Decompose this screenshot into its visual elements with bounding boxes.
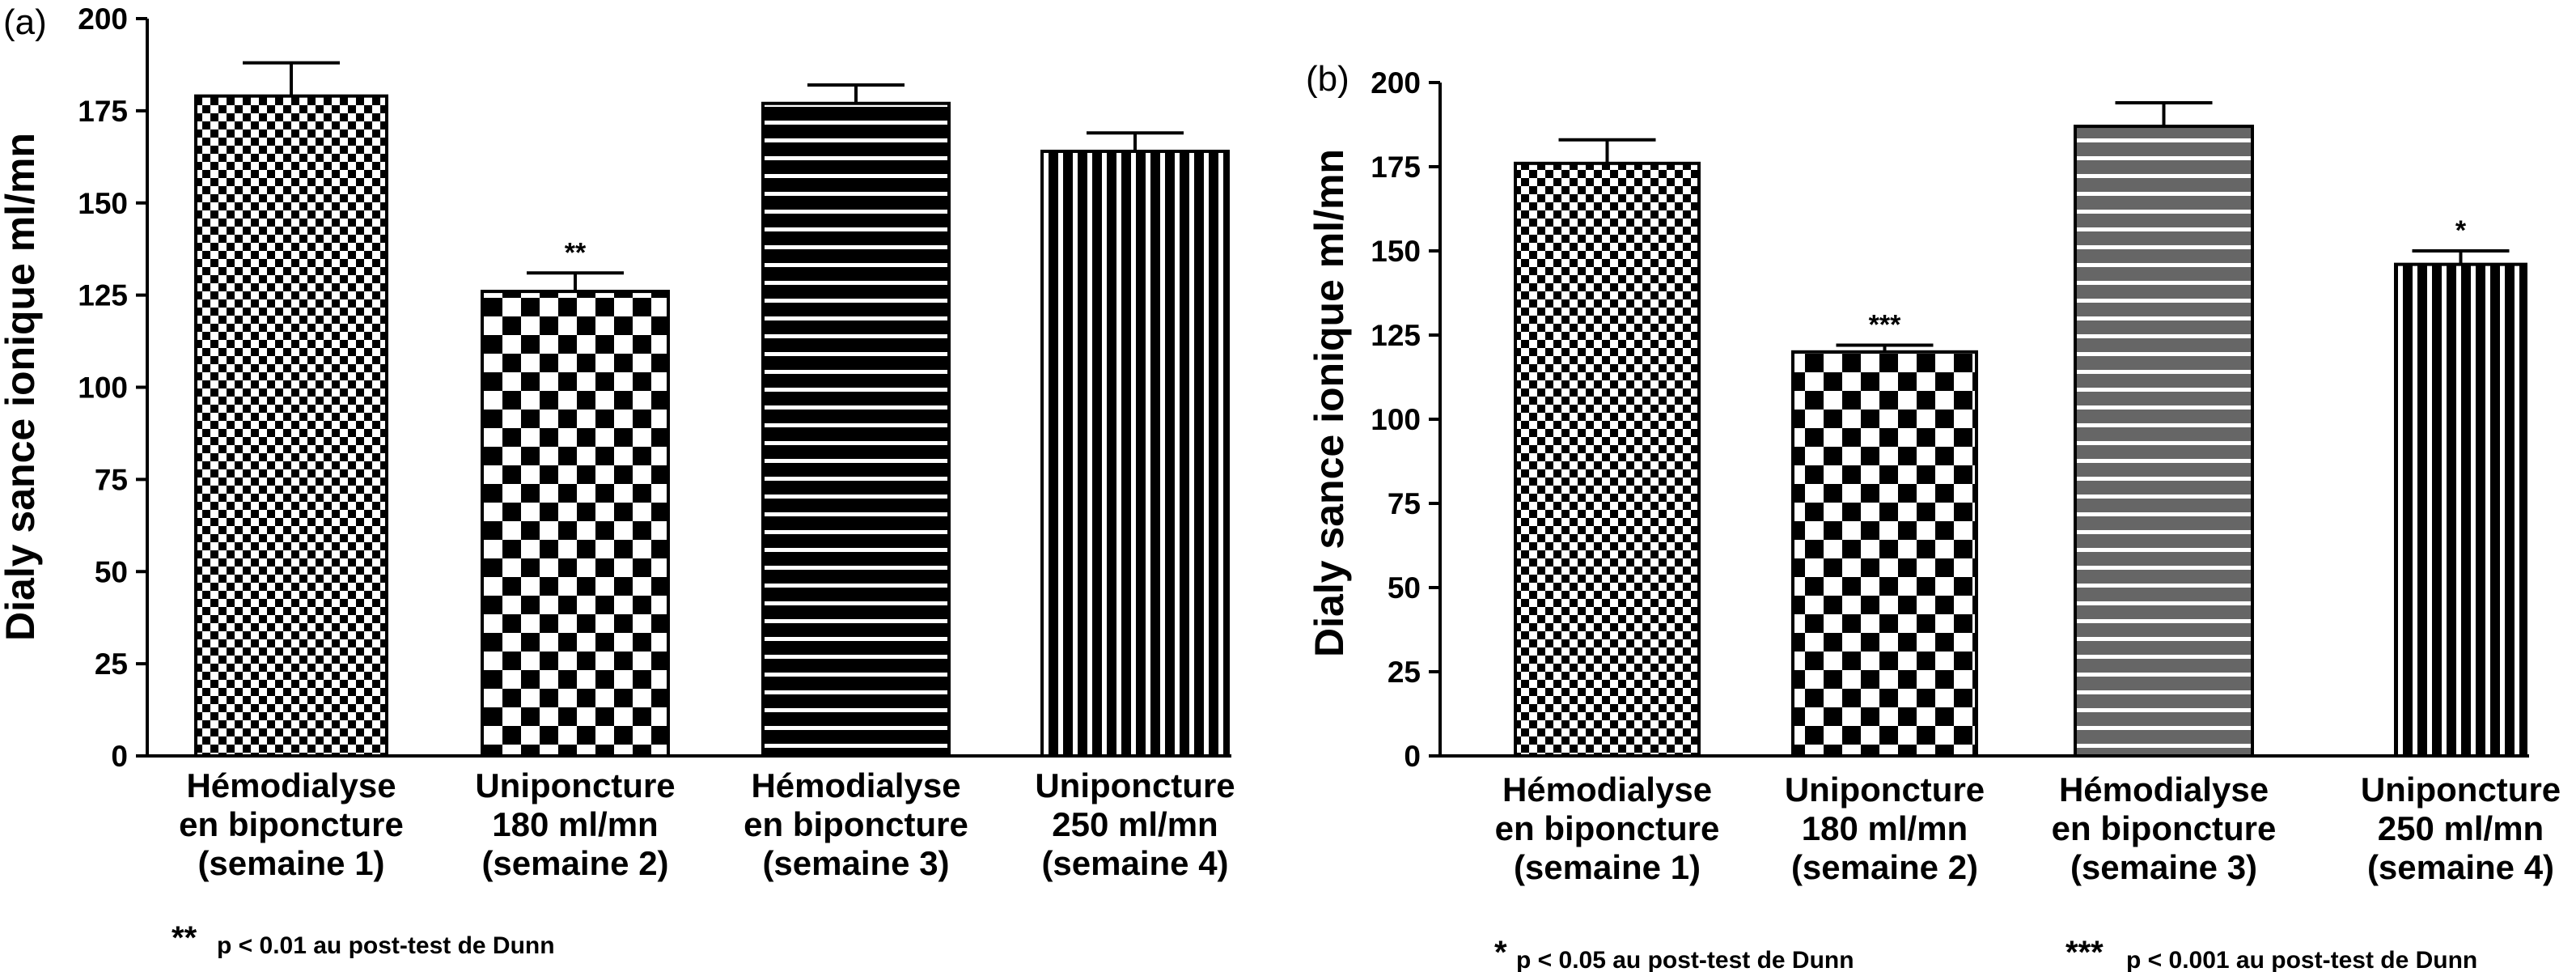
y-tick-label: 50 bbox=[95, 555, 128, 588]
y-tick-label: 125 bbox=[78, 279, 128, 312]
footnote-text: p < 0.05 au post-test de Dunn bbox=[1516, 947, 1854, 972]
bar-a-1 bbox=[194, 94, 388, 758]
y-tick-label: 150 bbox=[78, 187, 128, 220]
x-category-label: Hémodialyse en biponcture (semaine 3) bbox=[744, 766, 968, 882]
y-tick-label: 25 bbox=[95, 647, 128, 681]
footnote-stars: ** bbox=[172, 920, 197, 956]
footnote-text: p < 0.01 au post-test de Dunn bbox=[217, 932, 555, 959]
y-tick-label: 125 bbox=[1371, 319, 1421, 352]
x-category-label: Hémodialyse en biponcture (semaine 3) bbox=[2052, 770, 2277, 886]
bar-a-2 bbox=[481, 290, 670, 758]
footnote-stars: * bbox=[1494, 935, 1507, 970]
y-axis-label: Dialy sance ionique ml/mn bbox=[1307, 149, 1352, 657]
bar-a-4 bbox=[1040, 149, 1230, 758]
y-tick-label: 25 bbox=[1388, 656, 1421, 689]
x-category-label: Uniponcture 250 ml/mn (semaine 4) bbox=[2361, 770, 2561, 886]
y-tick-label: 100 bbox=[1371, 403, 1421, 436]
bar-b-2 bbox=[1791, 350, 1978, 758]
footnote-text: p < 0.001 au post-test de Dunn bbox=[2126, 947, 2477, 972]
x-category-label: Hémodialyse en biponcture (semaine 1) bbox=[179, 766, 404, 882]
y-tick-label: 200 bbox=[78, 2, 128, 36]
y-tick-label: 150 bbox=[1371, 235, 1421, 268]
bar-a-3 bbox=[761, 101, 951, 758]
y-tick-label: 50 bbox=[1388, 571, 1421, 605]
bar-b-4 bbox=[2394, 262, 2527, 758]
significance-marker: ** bbox=[565, 237, 587, 268]
y-tick-label: 100 bbox=[78, 371, 128, 405]
y-axis-label: Dialy sance ionique ml/mn bbox=[0, 133, 43, 641]
y-tick-label: 175 bbox=[1371, 151, 1421, 184]
y-tick-label: 0 bbox=[1404, 740, 1421, 773]
panel-label: (b) bbox=[1306, 59, 1349, 99]
y-tick-label: 75 bbox=[95, 463, 128, 496]
bar-b-3 bbox=[2074, 125, 2254, 758]
panel-label: (a) bbox=[3, 2, 47, 42]
footnote-stars: *** bbox=[2065, 935, 2104, 970]
y-tick-label: 200 bbox=[1371, 66, 1421, 100]
panel-a-chart: (a) Dialy sance ionique ml/mn 0 25 50 75 100 12… bbox=[0, 2, 1235, 959]
panel-b-chart: (b) Dialy sance ionique ml/mn 0 25 50 75 100 12… bbox=[1306, 59, 2561, 972]
x-category-label: Uniponcture 250 ml/mn (semaine 4) bbox=[1035, 766, 1235, 882]
x-category-label: Uniponcture 180 ml/mn (semaine 2) bbox=[475, 766, 675, 882]
significance-marker: *** bbox=[1869, 309, 1901, 340]
x-category-label: Hémodialyse en biponcture (semaine 1) bbox=[1495, 770, 1720, 886]
y-tick-label: 175 bbox=[78, 95, 128, 128]
significance-marker: * bbox=[2455, 215, 2467, 246]
x-category-label: Uniponcture 180 ml/mn (semaine 2) bbox=[1785, 770, 1985, 886]
y-tick-label: 0 bbox=[111, 740, 128, 773]
bar-b-1 bbox=[1514, 161, 1701, 758]
y-tick-label: 75 bbox=[1388, 487, 1421, 520]
